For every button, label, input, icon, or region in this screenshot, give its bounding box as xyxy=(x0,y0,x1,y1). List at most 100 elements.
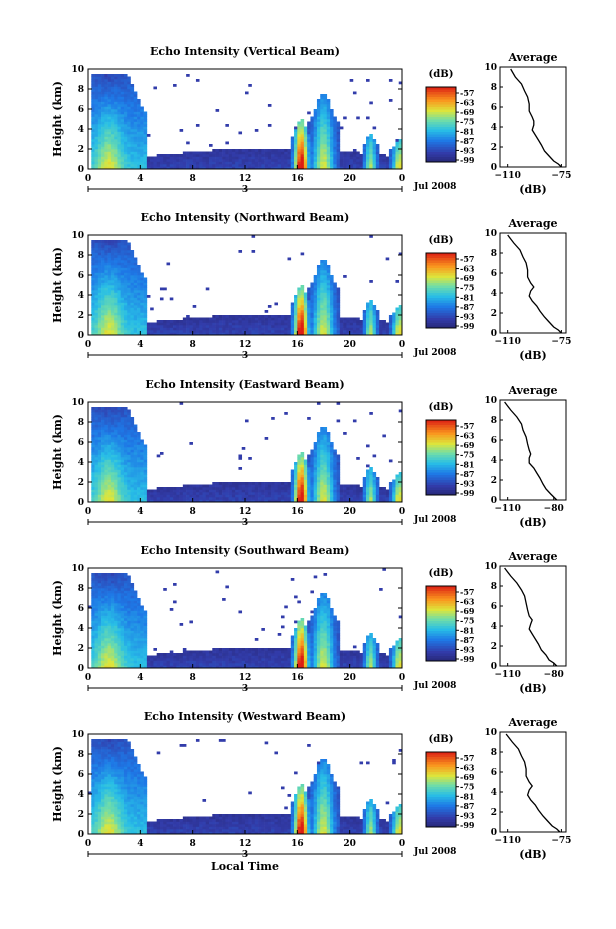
heatmap-cell xyxy=(192,497,197,500)
heatmap-cell xyxy=(326,325,331,328)
heatmap-cell xyxy=(133,292,138,296)
heatmap-cell xyxy=(330,124,334,127)
heatmap-cell xyxy=(254,149,259,152)
heatmap-cell xyxy=(143,330,148,333)
average-y-tick-label: 6 xyxy=(491,103,497,113)
heatmap-cell xyxy=(238,457,243,460)
heatmap-cell xyxy=(320,315,324,318)
heatmap-cell xyxy=(104,94,108,97)
heatmap-cell xyxy=(333,457,337,460)
heatmap-cell xyxy=(94,322,99,326)
heatmap-cell xyxy=(339,166,344,170)
heatmap-cell xyxy=(316,492,321,495)
heatmap-cell xyxy=(313,141,318,145)
heatmap-cell xyxy=(379,154,383,157)
heatmap-cell xyxy=(91,414,95,418)
heatmap-cell xyxy=(101,247,105,251)
heatmap-cell xyxy=(97,603,102,606)
colorbar-segment xyxy=(426,139,456,143)
heatmap-cell xyxy=(104,484,108,488)
heatmap-cell xyxy=(97,575,102,579)
heatmap-cell xyxy=(101,84,105,87)
heatmap-cell xyxy=(375,146,380,150)
y-tick-label: 6 xyxy=(78,271,84,281)
heatmap-cell xyxy=(107,124,112,127)
heatmap-cell xyxy=(392,330,396,333)
colorbar-segment xyxy=(426,122,456,125)
heatmap-cell xyxy=(316,300,321,303)
heatmap-cell xyxy=(310,290,314,293)
heatmap-cell xyxy=(261,497,265,500)
heatmap-cell xyxy=(251,161,256,165)
heatmap-cell xyxy=(117,419,122,423)
heatmap-cell xyxy=(130,427,135,430)
heatmap xyxy=(91,235,403,336)
heatmap-cell xyxy=(159,497,164,500)
heatmap-cell xyxy=(159,332,164,336)
heatmap-cell xyxy=(91,109,95,112)
heatmap-cell xyxy=(107,417,112,420)
heatmap-cell xyxy=(362,317,367,321)
heatmap-cell xyxy=(326,497,331,500)
heatmap-cell xyxy=(130,300,135,303)
heatmap-cell xyxy=(388,330,393,333)
heatmap-cell xyxy=(222,149,226,152)
colorbar-tick-label: -63 xyxy=(460,98,475,108)
heatmap-cell xyxy=(110,422,115,425)
heatmap-cell xyxy=(127,454,131,458)
heatmap-cell xyxy=(264,164,269,167)
heatmap-cell xyxy=(143,121,148,125)
heatmap-cell xyxy=(323,280,328,283)
heatmap-cell xyxy=(156,454,161,458)
heatmap-cell xyxy=(238,325,243,328)
heatmap-cell xyxy=(320,307,324,311)
heatmap-cell xyxy=(313,310,318,313)
heatmap-cell xyxy=(303,131,308,135)
heatmap-cell xyxy=(117,414,122,418)
heatmap-cell xyxy=(104,302,108,306)
heatmap-cell xyxy=(107,603,112,606)
heatmap-cell xyxy=(94,262,99,266)
heatmap-cell xyxy=(294,472,298,475)
heatmap-cell xyxy=(346,325,350,328)
colorbar-tick-label: -99 xyxy=(460,488,475,498)
heatmap-cell xyxy=(330,141,334,145)
heatmap-cell xyxy=(104,494,108,498)
heatmap-cell xyxy=(117,252,122,256)
heatmap-cell xyxy=(114,499,118,503)
heatmap-cell xyxy=(97,151,102,155)
heatmap-cell xyxy=(107,479,112,483)
heatmap-cell xyxy=(300,474,305,478)
heatmap-cell xyxy=(369,474,373,478)
heatmap-cell xyxy=(316,479,321,483)
heatmap-cell xyxy=(300,300,305,303)
heatmap-cell xyxy=(123,111,128,115)
y-tick-label: 8 xyxy=(78,85,84,95)
colorbar-segment xyxy=(426,487,456,491)
heatmap-cell xyxy=(297,469,301,473)
heatmap-cell xyxy=(280,164,285,167)
heatmap-cell xyxy=(114,633,118,636)
heatmap-cell xyxy=(228,327,233,331)
heatmap-cell xyxy=(218,482,223,485)
heatmap-cell xyxy=(192,494,197,498)
heatmap-cell xyxy=(120,332,125,336)
heatmap-cell xyxy=(97,467,102,470)
heatmap-cell xyxy=(215,164,220,167)
heatmap-cell xyxy=(310,499,314,503)
heatmap-cell xyxy=(330,449,334,453)
heatmap-cell xyxy=(333,282,337,286)
heatmap-cell xyxy=(130,262,135,266)
heatmap-cell xyxy=(333,124,337,127)
heatmap-cell xyxy=(94,292,99,296)
heatmap-cell xyxy=(388,151,393,155)
heatmap-cell xyxy=(313,161,318,165)
heatmap-cell xyxy=(323,492,328,495)
heatmap-cell xyxy=(297,322,301,326)
heatmap-cell xyxy=(153,161,157,165)
heatmap-cell xyxy=(163,325,167,328)
heatmap-cell xyxy=(94,494,99,498)
heatmap-cell xyxy=(94,469,99,473)
heatmap-cell xyxy=(320,320,324,323)
